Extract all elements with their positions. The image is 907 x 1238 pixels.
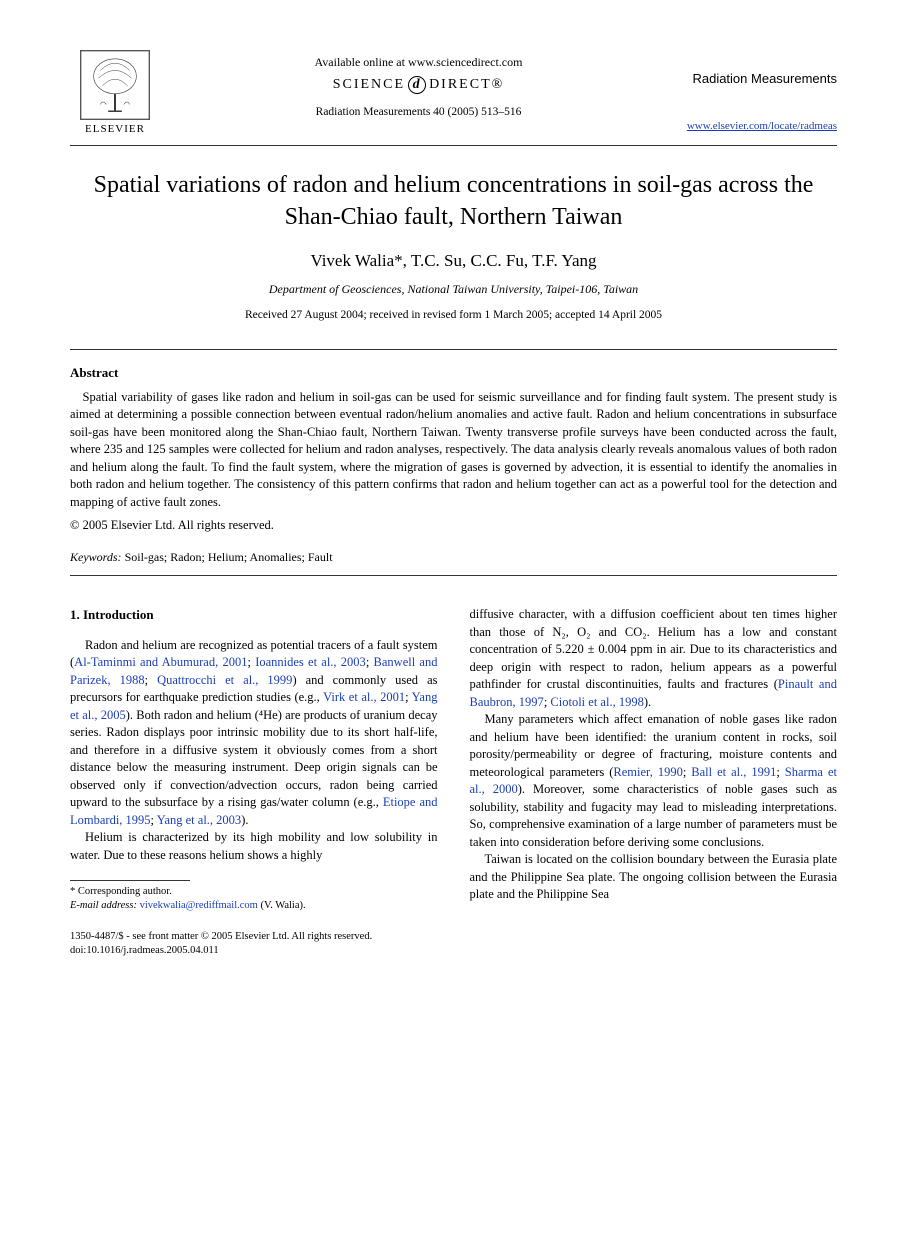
corresponding-author-note: * Corresponding author. E-mail address: … bbox=[70, 885, 438, 912]
available-online-text: Available online at www.sciencedirect.co… bbox=[160, 54, 677, 71]
right-para-1: diffusive character, with a diffusion co… bbox=[470, 606, 838, 711]
text-span: ). Moreover, some characteristics of nob… bbox=[470, 782, 838, 849]
abstract-bottom-rule bbox=[70, 575, 837, 576]
header-row: ELSEVIER Available online at www.science… bbox=[70, 50, 837, 137]
left-column: 1. Introduction Radon and helium are rec… bbox=[70, 606, 438, 912]
keywords-line: Keywords: Soil-gas; Radon; Helium; Anoma… bbox=[70, 549, 837, 566]
footnote-email-tail: (V. Walia). bbox=[258, 900, 306, 911]
citation-link[interactable]: Al-Taminmi and Abumurad, 2001 bbox=[74, 655, 247, 669]
journal-name: Radiation Measurements bbox=[677, 70, 837, 88]
corresponding-email-link[interactable]: vivekwalia@rediffmail.com bbox=[140, 900, 258, 911]
center-header: Available online at www.sciencedirect.co… bbox=[160, 50, 677, 122]
journal-reference: Radiation Measurements 40 (2005) 513–516 bbox=[160, 104, 677, 120]
citation-link[interactable]: Virk et al., 2001 bbox=[323, 690, 405, 704]
text-span: ) are products of uranium decay series. … bbox=[70, 708, 438, 810]
citation-link[interactable]: Ciotoli et al., 1998 bbox=[550, 695, 643, 709]
text-span: ; bbox=[683, 765, 691, 779]
citation-link[interactable]: Ioannides et al., 2003 bbox=[255, 655, 366, 669]
abstract-top-rule bbox=[70, 349, 837, 350]
text-span: ). bbox=[241, 813, 248, 827]
citation-link[interactable]: Yang et al., 2003 bbox=[157, 813, 242, 827]
right-para-2: Many parameters which affect emanation o… bbox=[470, 711, 838, 851]
affiliation: Department of Geosciences, National Taiw… bbox=[70, 281, 837, 298]
footer-meta: 1350-4487/$ - see front matter © 2005 El… bbox=[70, 930, 837, 957]
journal-homepage-link[interactable]: www.elsevier.com/locate/radmeas bbox=[687, 120, 837, 132]
section-1-heading: 1. Introduction bbox=[70, 606, 438, 624]
citation-link[interactable]: Remier, 1990 bbox=[613, 765, 682, 779]
left-para-2: Helium is characterized by its high mobi… bbox=[70, 829, 438, 864]
authors-line: Vivek Walia*, T.C. Su, C.C. Fu, T.F. Yan… bbox=[70, 249, 837, 273]
footer-issn-line: 1350-4487/$ - see front matter © 2005 El… bbox=[70, 930, 837, 944]
keywords-label: Keywords: bbox=[70, 550, 122, 564]
abstract-body: Spatial variability of gases like radon … bbox=[70, 389, 837, 512]
keywords-text: Soil-gas; Radon; Helium; Anomalies; Faul… bbox=[122, 550, 333, 564]
elsevier-tree-icon bbox=[80, 50, 150, 120]
footer-doi-line: doi:10.1016/j.radmeas.2005.04.011 bbox=[70, 944, 837, 958]
right-header: Radiation Measurements www.elsevier.com/… bbox=[677, 50, 837, 135]
sd-right: DIRECT® bbox=[429, 77, 504, 92]
citation-link[interactable]: Ball et al., 1991 bbox=[691, 765, 776, 779]
text-span: ; bbox=[366, 655, 374, 669]
footnote-email-label: E-mail address: bbox=[70, 900, 137, 911]
sciencedirect-logo: SCIENCEdDIRECT® bbox=[160, 75, 677, 95]
history-dates: Received 27 August 2004; received in rev… bbox=[70, 307, 837, 323]
text-span: ; bbox=[145, 673, 157, 687]
sd-at-icon: d bbox=[408, 76, 426, 94]
text-span: ). Both radon and helium ( bbox=[126, 708, 259, 722]
header-rule bbox=[70, 145, 837, 146]
abstract-heading: Abstract bbox=[70, 364, 837, 382]
abstract-copyright: © 2005 Elsevier Ltd. All rights reserved… bbox=[70, 517, 837, 535]
text-span: ⁴He bbox=[259, 708, 278, 722]
left-para-1: Radon and helium are recognized as poten… bbox=[70, 637, 438, 830]
citation-link[interactable]: Quattrocchi et al., 1999 bbox=[157, 673, 292, 687]
article-title: Spatial variations of radon and helium c… bbox=[70, 170, 837, 232]
sd-left: SCIENCE bbox=[333, 77, 405, 92]
text-span: ). bbox=[644, 695, 651, 709]
right-column: diffusive character, with a diffusion co… bbox=[470, 606, 838, 912]
right-para-3: Taiwan is located on the collision bound… bbox=[470, 851, 838, 904]
footnote-corr: * Corresponding author. bbox=[70, 885, 438, 899]
text-span: ; bbox=[776, 765, 784, 779]
body-columns: 1. Introduction Radon and helium are rec… bbox=[70, 606, 837, 912]
footnote-rule bbox=[70, 880, 190, 881]
publisher-logo-block: ELSEVIER bbox=[70, 50, 160, 137]
publisher-label: ELSEVIER bbox=[85, 122, 145, 137]
footnote-email-line: E-mail address: vivekwalia@rediffmail.co… bbox=[70, 899, 438, 913]
